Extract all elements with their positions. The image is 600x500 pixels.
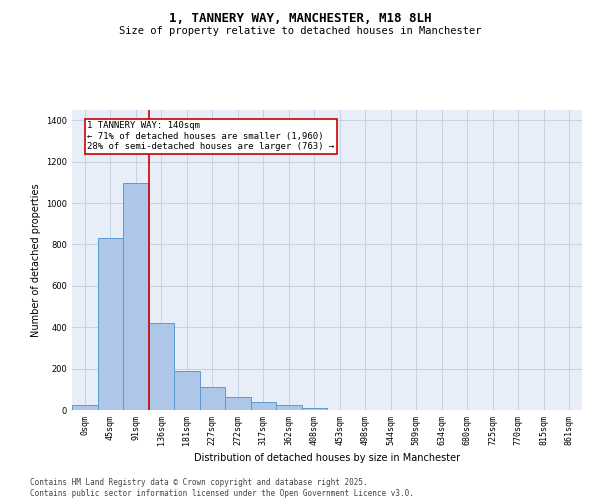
Bar (123, 184, 149, 410)
Text: Size of property relative to detached houses in Manchester: Size of property relative to detached ho… (119, 26, 481, 36)
Bar (199, 387, 225, 410)
Bar (302, 408, 327, 410)
Bar (225, 396, 251, 410)
X-axis label: Distribution of detached houses by size in Manchester: Distribution of detached houses by size … (194, 453, 460, 463)
Bar (251, 402, 276, 410)
Bar (174, 370, 199, 410)
Bar (97, 238, 123, 410)
Text: 1 TANNERY WAY: 140sqm
← 71% of detached houses are smaller (1,960)
28% of semi-d: 1 TANNERY WAY: 140sqm ← 71% of detached … (88, 122, 335, 151)
Text: Contains HM Land Registry data © Crown copyright and database right 2025.
Contai: Contains HM Land Registry data © Crown c… (30, 478, 414, 498)
Bar (149, 323, 174, 410)
Text: 1, TANNERY WAY, MANCHESTER, M18 8LH: 1, TANNERY WAY, MANCHESTER, M18 8LH (169, 12, 431, 26)
Bar (72, 405, 97, 410)
Bar (276, 406, 302, 410)
Y-axis label: Number of detached properties: Number of detached properties (31, 183, 41, 337)
